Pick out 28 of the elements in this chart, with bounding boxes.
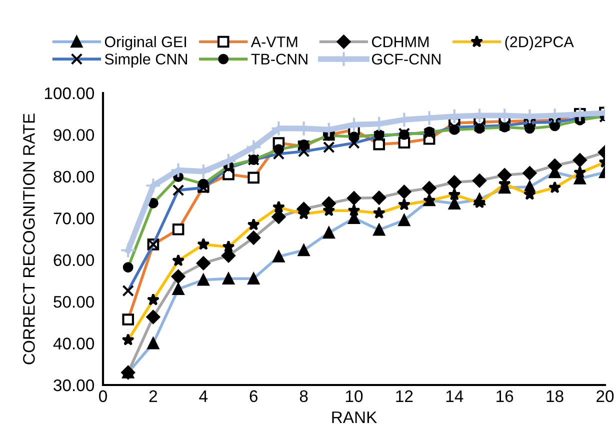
legend-label: (2D)2PCA (505, 36, 574, 50)
x-tick-label: 10 (346, 390, 363, 402)
legend-label: GCF-CNN (372, 54, 440, 65)
x-tick-label: 12 (396, 390, 413, 402)
y-tick-label: 80.00 (54, 170, 94, 183)
legend-label: A-VTM (250, 36, 298, 48)
y-tick-label: 40.00 (53, 338, 94, 350)
y-tick-label: 100.00 (44, 87, 94, 100)
x-tick-label: 4 (199, 390, 208, 402)
legend-label: Original GEI (104, 36, 186, 50)
y-tick-label: 60.00 (54, 254, 94, 266)
x-tick-label: 6 (250, 390, 258, 402)
x-tick-label: 20 (596, 390, 614, 402)
x-tick-label: 0 (99, 390, 107, 402)
legend-label: Simple CNN (104, 53, 187, 68)
x-tick-label: 2 (149, 390, 157, 402)
x-tick-label: 18 (546, 390, 564, 402)
y-tick-label: 70.00 (54, 212, 94, 224)
x-tick-label: 14 (446, 390, 464, 402)
legend-label: TB-CNN (251, 54, 308, 65)
legend-label: CDHMM (372, 36, 429, 48)
y-axis-title: CORRECT RECOGNITION RATE (23, 114, 35, 364)
x-tick-label: 16 (496, 390, 514, 402)
y-tick-label: 30.00 (54, 379, 94, 392)
y-tick-label: 90.00 (54, 129, 94, 141)
x-tick-label: 8 (300, 390, 308, 402)
y-tick-label: 50.00 (54, 296, 94, 308)
x-axis-title: RANK (332, 412, 377, 424)
